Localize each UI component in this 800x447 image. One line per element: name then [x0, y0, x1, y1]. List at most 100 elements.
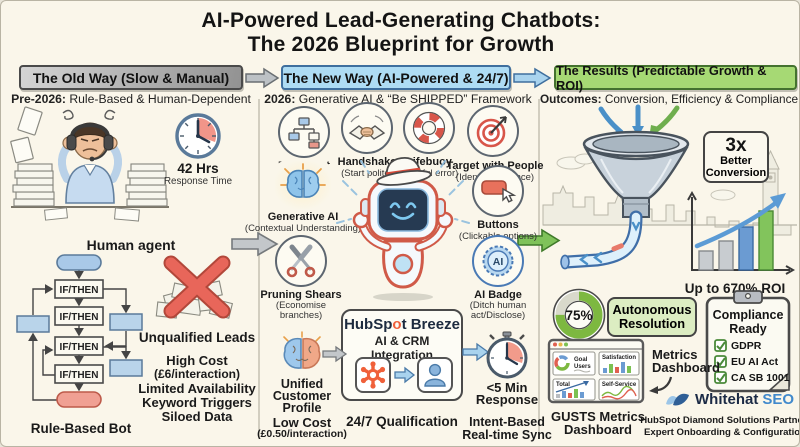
callout-arrow-icon — [649, 376, 673, 394]
gusts-metrics-dashboard-window: Goal Users Satisfaction Total Self-Servi… — [547, 338, 645, 404]
results-subtitle-rest: Conversion, Efficiency & Compliance — [601, 92, 799, 106]
dash-panel-satisfaction: Satisfaction — [602, 355, 636, 361]
arrow-new-to-results-icon — [513, 67, 552, 89]
pain-high-cost: High Cost — [166, 353, 228, 368]
arrow-hubspot-to-response-icon — [462, 342, 490, 362]
hubspot-brand-pre: HubSp — [344, 316, 393, 333]
pruning-shears-caption2: branches) — [279, 310, 323, 321]
ifthen-node-2: IF/THEN — [60, 312, 99, 323]
compliance-clipboard: Compliance Ready GDPR EU AI Act CA SB 10… — [705, 290, 791, 393]
dash-panel-total: Total — [556, 382, 570, 388]
roi-bar-chart — [687, 190, 796, 275]
conversion-funnel-scene — [542, 104, 797, 270]
ai-badge-glyph: AI — [493, 256, 504, 268]
ai-badge-name: AI Badge — [474, 289, 522, 301]
unified-profile-brain-icon — [283, 331, 321, 369]
brand-suffix: SEO — [762, 391, 795, 408]
metrics-callout-line1: Metrics — [652, 347, 698, 362]
pain-limited-availability: Limited Availability — [138, 381, 256, 396]
banner-results-label: The Results (Predictable Growth & ROI) — [556, 62, 767, 93]
compliance-title1: Compliance — [713, 308, 784, 322]
conversion-line2: Conversion — [705, 166, 767, 179]
banner-new-way: The New Way (AI-Powered & 24/7) — [281, 65, 511, 90]
ai-badge-icon: AI — [472, 235, 524, 287]
hubspot-sprocket-icon — [360, 361, 386, 389]
compliance-title2: Ready — [729, 322, 767, 336]
page-title-line2: The 2026 Blueprint for Growth — [247, 33, 555, 56]
arrow-old-to-new-icon — [245, 67, 280, 89]
dash-panel-users: Users — [574, 364, 591, 370]
chatbot-robot-mascot — [336, 156, 470, 301]
pruning-shears-name: Pruning Shears — [260, 289, 342, 301]
compliance-item-ca-sb-1001: CA SB 1001 — [731, 372, 790, 384]
compliance-item-gdpr: GDPR — [731, 340, 762, 352]
old-subtitle-strong: Pre-2026: — [11, 92, 66, 106]
profile-line2: Customer — [272, 389, 332, 403]
compliance-item-eu-ai-act: EU AI Act — [731, 356, 779, 368]
gusts-label-line2: Dashboard — [564, 422, 632, 437]
ifthen-node-3: IF/THEN — [60, 342, 99, 353]
arrow-column-old-to-new-icon — [231, 231, 279, 257]
gusts-label-line1: GUSTS Metrics — [551, 409, 645, 424]
pain-keyword-triggers: Keyword Triggers — [142, 395, 252, 410]
ai-badge-caption2: act/Disclose) — [470, 310, 526, 321]
autonomous-pct: 75% — [565, 308, 592, 323]
generative-ai-name: Generative AI — [267, 211, 339, 223]
contact-person-icon — [424, 363, 446, 387]
banner-new-way-label: The New Way (AI-Powered & 24/7) — [283, 69, 509, 86]
brand-name: Whitehat — [695, 391, 759, 408]
results-subtitle: Outcomes: Conversion, Efficiency & Compl… — [540, 92, 798, 106]
target-with-people-icon — [467, 105, 519, 157]
handshake-caption: (Start polite) — [341, 168, 393, 179]
lifebuoy-icon — [403, 102, 455, 154]
handshake-icon — [341, 102, 393, 154]
human-agent-illustration — [10, 106, 169, 222]
buttons-name: Buttons — [477, 219, 519, 231]
arrow-profile-to-hubspot-icon — [322, 345, 348, 363]
ifthen-node-4: IF/THEN — [60, 370, 99, 381]
profile-line3: Profile — [282, 401, 322, 415]
response-time-value: 42 Hrs — [177, 161, 219, 176]
conversion-multiplier: 3x — [725, 134, 747, 156]
whitehat-seo-brand: Whitehat SEO — [665, 391, 794, 408]
old-subtitle-rest: Rule-Based & Human-Dependent — [65, 92, 251, 106]
banner-results: The Results (Predictable Growth & ROI) — [554, 62, 797, 93]
unqualified-leads-icon — [155, 255, 234, 319]
partner-line2: Expert Onboarding & Configuration — [643, 427, 800, 438]
banner-old-way-label: The Old Way (Slow & Manual) — [32, 69, 230, 86]
contact-person-tile — [417, 357, 453, 393]
generative-ai-icon — [275, 161, 331, 209]
autonomous-resolution-donut: 75% — [552, 288, 606, 342]
profile-cost-line1: Low Cost — [272, 415, 332, 430]
buttons-icon — [472, 165, 524, 217]
hubspot-caption: 24/7 Qualification — [346, 414, 458, 429]
autonomous-resolution-badge: Autonomous Resolution — [607, 297, 697, 337]
new-subtitle-strong: 2026: — [264, 92, 296, 106]
hubspot-sprocket-o: o — [392, 316, 402, 333]
response-stopwatch-icon — [486, 331, 528, 379]
new-subtitle-rest: Generative AI & “Be SHIPPED” Framework — [295, 92, 532, 106]
hubspot-sync-arrow-icon — [394, 366, 416, 384]
unqualified-leads-label: Unqualified Leads — [138, 330, 256, 345]
rule-based-bot-flowchart: IF/THEN IF/THEN IF/THEN IF/THEN — [16, 254, 143, 408]
metrics-callout-line2: Dashboard — [652, 360, 720, 375]
pruning-shears-caption1: (Economise — [275, 300, 327, 311]
ai-badge-caption1: (Ditch human — [469, 300, 527, 311]
hubspot-breeze-title: HubSpot Breeze — [343, 316, 461, 333]
pain-siloed-data: Siloed Data — [161, 409, 233, 424]
pruning-shears-icon — [275, 235, 327, 287]
human-agent-label: Human agent — [86, 237, 176, 253]
response-time-label: Response Time — [163, 176, 233, 187]
autonomous-line1: Autonomous — [612, 302, 692, 317]
generative-ai-caption: (Contextual Understanding) — [244, 223, 362, 234]
response-caption2: Real-time Sync — [462, 428, 552, 442]
hubspot-brand-post: t Breeze — [401, 316, 460, 333]
compliance-checkbox-icons — [714, 339, 727, 384]
response-line2: Response — [475, 392, 539, 407]
partner-line1: HubSpot Diamond Solutions Partner: — [640, 415, 800, 426]
arrow-column-new-to-results-icon — [517, 228, 561, 253]
dash-panel-goal: Goal — [574, 357, 588, 363]
ifthen-node-1: IF/THEN — [60, 285, 99, 296]
hubspot-breeze-card: HubSpot Breeze AI & CRM Integration — [341, 309, 463, 401]
